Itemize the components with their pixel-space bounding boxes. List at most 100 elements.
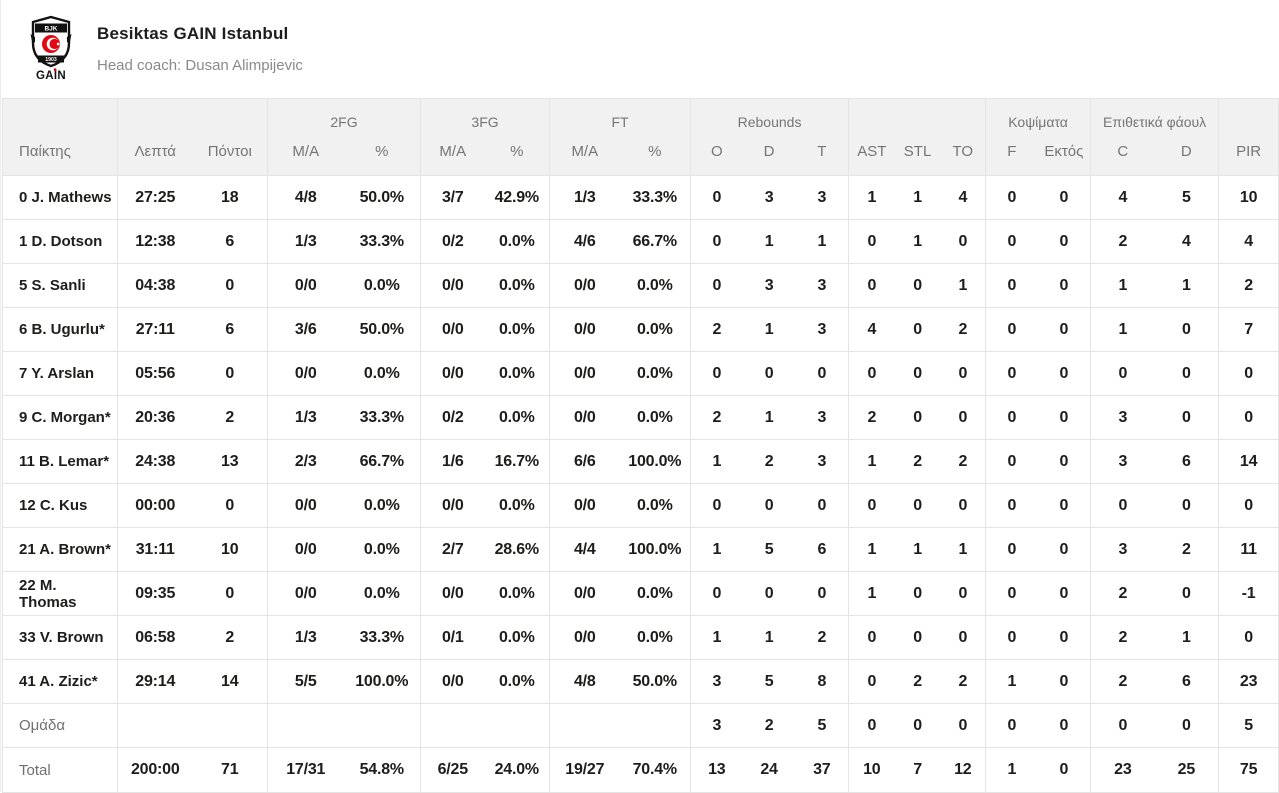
stat-cell: 2	[1090, 659, 1155, 704]
column-header: STL	[894, 132, 941, 176]
stat-cell: 1	[848, 439, 895, 484]
stat-cell: 0/0	[549, 615, 620, 660]
stat-cell: 0	[985, 615, 1038, 660]
stat-cell: 0.0%	[498, 672, 535, 690]
stat-cell: 3	[1090, 527, 1155, 572]
stat-cell: 1	[764, 628, 774, 646]
stat-cell: 0/2	[420, 395, 485, 440]
stat-cell: 2	[1090, 219, 1155, 264]
stat-cell: 37	[813, 761, 831, 778]
team-header: BJK 1903 GAIN Besiktas GAIN Istanbul Hea…	[1, 0, 1279, 98]
stat-cell: 0	[1059, 761, 1069, 778]
column-header: M/A	[267, 132, 344, 176]
stat-cell: 4	[1181, 232, 1191, 250]
stat-cell: 0.0%	[636, 364, 673, 382]
stat-cell: 1	[985, 659, 1038, 704]
stat-cell: 29:14	[117, 659, 193, 704]
stat-cell: 0	[1059, 496, 1069, 514]
stat-cell: 7	[913, 761, 922, 778]
stat-cell: 2	[690, 307, 743, 352]
stat-cell: 0	[913, 584, 922, 602]
stat-cell: 0/0	[420, 659, 485, 704]
stat-cell: 06:58	[117, 615, 193, 660]
stat-cell: 17/31	[267, 747, 344, 793]
stat-cell: 4/8	[549, 659, 620, 704]
stat-cell: 18	[221, 188, 239, 206]
stat-cell: 0	[225, 496, 235, 514]
stat-cell: 0	[1059, 540, 1069, 558]
table-row: 0 J. Mathews 27:25 18 4/8 50.0% 3/7 42.9% 1/3 33…	[2, 175, 1279, 220]
column-header: Λεπτά	[117, 132, 193, 176]
stat-cell: 1/6	[420, 439, 485, 484]
stat-cell: 0	[1059, 232, 1069, 250]
stat-cell: 5	[764, 672, 774, 690]
stat-cell: 0	[1059, 188, 1069, 206]
stat-cell: 0/0	[267, 263, 344, 308]
stat-cell: 0	[985, 175, 1038, 220]
stat-cell: 5/5	[267, 659, 344, 704]
stat-cell: 0/0	[420, 571, 485, 616]
stat-cell: 0	[1181, 496, 1191, 514]
column-header: %	[343, 132, 421, 176]
stat-cell: 2	[1090, 571, 1155, 616]
stat-cell: 0	[985, 263, 1038, 308]
stat-cell: 66.7%	[632, 232, 678, 250]
stat-cell: 2/7	[420, 527, 485, 572]
stat-cell: 2	[764, 452, 774, 470]
stat-cell: 2/3	[267, 439, 344, 484]
column-header: C	[1090, 132, 1155, 176]
besiktas-crest-icon: BJK 1903 GAIN	[30, 15, 72, 82]
stat-cell: 3	[764, 276, 774, 294]
stat-cell: 4/4	[549, 527, 620, 572]
stat-cell: 0	[690, 219, 743, 264]
stat-cell: 0	[848, 703, 895, 748]
stat-cell: 0/2	[420, 219, 485, 264]
stat-cell: 19/27	[549, 747, 620, 793]
stat-cell: 0	[958, 628, 968, 646]
stat-cell: 13	[690, 747, 743, 793]
stat-cell: 1/3	[267, 395, 344, 440]
grand-total-row: Total 200:00 71 17/31 54.8% 6/25 24.0% 19/27 70.…	[2, 747, 1279, 793]
stat-cell: 0	[764, 496, 774, 514]
stat-cell: 0	[985, 219, 1038, 264]
stat-cell: 1	[1181, 628, 1191, 646]
box-score-table: 2FG 3FG FT Rebounds Κοψίματα Επιθετικά φάουλ Π…	[2, 98, 1279, 793]
stat-cell: 1	[764, 408, 774, 426]
player-name-cell: 9 C. Morgan*	[19, 409, 111, 426]
stat-cell: 33.3%	[359, 628, 405, 646]
gain-red-dot	[53, 68, 57, 71]
stat-cell: 2	[225, 628, 235, 646]
stat-cell: 0	[848, 483, 895, 528]
stat-cell: 2	[764, 716, 774, 734]
stat-cell: 3/7	[420, 175, 485, 220]
column-group-label: Επιθετικά φάουλ	[1090, 98, 1219, 133]
stat-cell: 0	[958, 364, 968, 382]
player-name-cell: 1 D. Dotson	[19, 233, 103, 250]
svg-text:BJK: BJK	[44, 26, 57, 33]
stat-cell: 0	[985, 351, 1038, 396]
stat-cell: 0	[848, 615, 895, 660]
stat-cell: 33.3%	[359, 232, 405, 250]
stat-cell: 0	[913, 320, 922, 338]
stat-cell: 0.0%	[636, 276, 673, 294]
stat-cell: 33.3%	[632, 188, 678, 206]
stat-cell: 0.0%	[498, 496, 535, 514]
stat-cell: 0	[913, 628, 922, 646]
stat-cell: 24.0%	[494, 761, 540, 778]
stat-cell: 0	[913, 364, 922, 382]
column-header: %	[619, 132, 691, 176]
stat-cell: 0	[1181, 320, 1191, 338]
stat-cell	[117, 703, 193, 748]
column-header: Παίκτης	[2, 132, 118, 176]
stat-cell: 0	[985, 703, 1038, 748]
stat-cell: 0.0%	[498, 584, 535, 602]
column-group-label: 2FG	[266, 98, 421, 133]
stat-cell: 2	[1218, 263, 1279, 308]
stat-cell: 0	[690, 483, 743, 528]
stat-cell: 2	[817, 628, 827, 646]
stat-cell: 0	[817, 584, 827, 602]
stat-cell: 24	[760, 761, 778, 778]
stat-cell: 6	[225, 320, 235, 338]
stat-cell: 14	[1218, 439, 1279, 484]
stat-cell: 3	[817, 408, 827, 426]
